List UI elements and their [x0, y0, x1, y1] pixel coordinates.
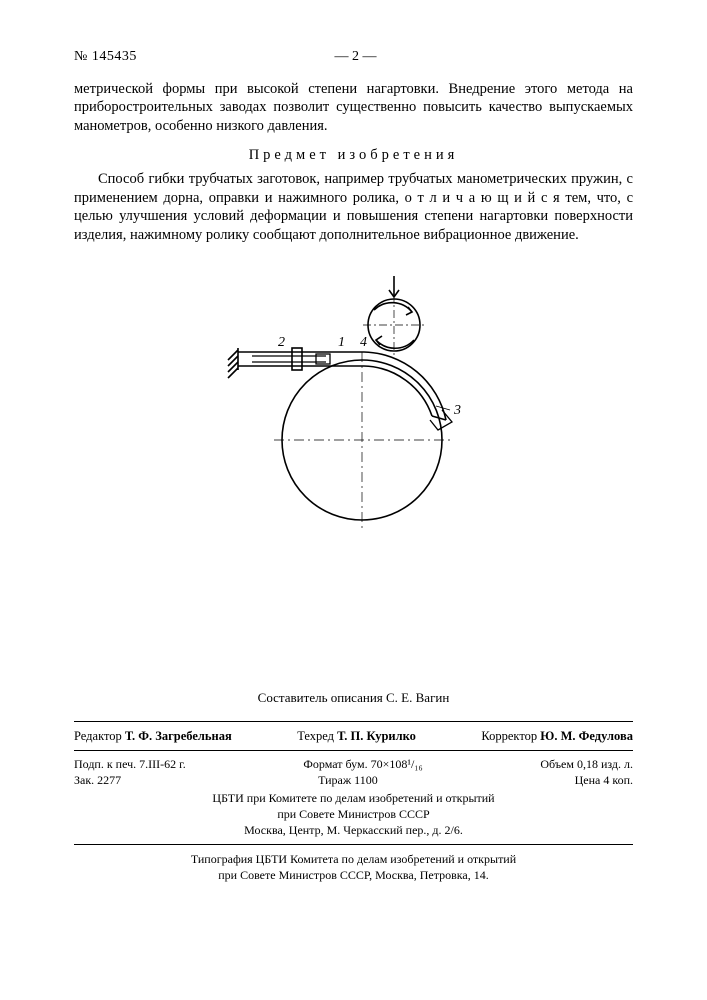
- page-number: — 2 —: [335, 48, 377, 66]
- printer-line: при Совете Министров СССР, Москва, Петро…: [74, 867, 633, 883]
- bending-diagram: 1 2 3 4: [204, 270, 504, 530]
- divider: [74, 844, 633, 845]
- paper-format: Формат бум. 70×108¹/₁₆: [303, 757, 422, 772]
- divider: [74, 750, 633, 751]
- page-header: № 145435 — 2 — № 145435: [74, 48, 633, 66]
- dorn: [252, 354, 330, 364]
- meta-row-2: Зак. 2277 Тираж 1100 Цена 4 коп.: [74, 773, 633, 788]
- force-arrow-icon: [389, 276, 399, 297]
- label-4: 4: [360, 335, 367, 350]
- corrector: Корректор Ю. М. Федулова: [481, 728, 633, 744]
- compiler-text: Составитель описания С. Е. Вагин: [258, 690, 450, 705]
- section-title: Предмет изобретения: [74, 146, 633, 165]
- techred: Техред Т. П. Курилко: [297, 728, 416, 744]
- volume: Объем 0,18 изд. л.: [540, 757, 633, 772]
- printer-block: Типография ЦБТИ Комитета по делам изобре…: [74, 851, 633, 883]
- label-1: 1: [338, 335, 345, 350]
- publisher-block: ЦБТИ при Комитете по делам изобретений и…: [74, 790, 633, 839]
- label-2: 2: [278, 335, 285, 350]
- order-number: Зак. 2277: [74, 773, 121, 788]
- figure: 1 2 3 4: [74, 270, 633, 530]
- body-text: метрической формы при высокой степени на…: [74, 80, 633, 244]
- document-number: № 145435: [74, 48, 137, 66]
- continuation-paragraph: метрической формы при высокой степени на…: [74, 80, 633, 136]
- publisher-line: при Совете Министров СССР: [74, 806, 633, 822]
- credits-row: Редактор Т. Ф. Загребельная Техред Т. П.…: [74, 728, 633, 744]
- meta-row-1: Подп. к печ. 7.III-62 г. Формат бум. 70×…: [74, 757, 633, 772]
- fixed-support-icon: [228, 348, 238, 378]
- editor: Редактор Т. Ф. Загребельная: [74, 728, 232, 744]
- publisher-line: Москва, Центр, М. Черкасский пер., д. 2/…: [74, 822, 633, 838]
- price: Цена 4 коп.: [575, 773, 633, 788]
- claim-paragraph: Способ гибки трубчатых заготовок, наприм…: [74, 170, 633, 244]
- tube-blank: [238, 352, 452, 430]
- printer-line: Типография ЦБТИ Комитета по делам изобре…: [74, 851, 633, 867]
- publisher-line: ЦБТИ при Комитете по делам изобретений и…: [74, 790, 633, 806]
- patent-page: № 145435 — 2 — № 145435 метрической форм…: [0, 0, 707, 1000]
- label-3: 3: [453, 403, 461, 418]
- divider: [74, 721, 633, 722]
- print-date: Подп. к печ. 7.III-62 г.: [74, 757, 186, 772]
- compiler-line: Составитель описания С. Е. Вагин: [74, 690, 633, 707]
- print-run: Тираж 1100: [318, 773, 378, 788]
